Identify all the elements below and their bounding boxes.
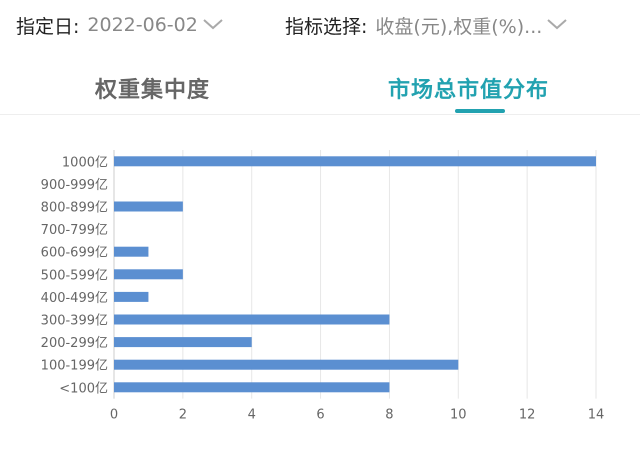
date-value: 2022-06-02 (87, 14, 198, 36)
filter-bar: 指定日: 2022-06-02 指标选择: 收盘(元),权重(%)... (0, 0, 640, 52)
bar (114, 246, 149, 257)
y-tick-label: 1000亿 (62, 155, 108, 170)
y-tick-label: 200-299亿 (41, 336, 108, 351)
x-tick-label: 0 (110, 408, 118, 423)
chevron-down-icon (546, 14, 568, 36)
indicator-value: 收盘(元),权重(%)... (375, 15, 543, 38)
y-tick-label: <100亿 (59, 381, 108, 396)
bar (114, 314, 390, 325)
y-tick-label: 500-599亿 (41, 268, 108, 283)
x-tick-label: 14 (588, 408, 605, 423)
bar (114, 359, 459, 370)
y-tick-label: 400-499亿 (41, 291, 108, 306)
y-tick-label: 800-899亿 (41, 201, 108, 216)
tab-weight-concentration[interactable]: 权重集中度 (95, 78, 211, 103)
bar (114, 201, 183, 212)
tab-bar: 权重集中度 市场总市值分布 (0, 62, 640, 115)
y-tick-label: 300-399亿 (41, 314, 108, 329)
x-tick-label: 10 (450, 408, 467, 423)
bar (114, 337, 252, 348)
date-label: 指定日: (16, 15, 80, 38)
x-tick-label: 6 (316, 408, 324, 423)
bar (114, 156, 596, 167)
indicator-label: 指标选择: (285, 15, 368, 38)
y-tick-label: 900-999亿 (41, 178, 108, 193)
chevron-down-icon (202, 14, 224, 36)
bar (114, 382, 390, 393)
tab-market-cap-distribution[interactable]: 市场总市值分布 (388, 78, 550, 103)
x-tick-label: 2 (179, 408, 187, 423)
x-tick-label: 12 (519, 408, 536, 423)
date-selector[interactable]: 指定日: 2022-06-02 (16, 10, 224, 40)
y-tick-label: 600-699亿 (41, 246, 108, 261)
x-tick-label: 8 (385, 408, 393, 423)
y-tick-label: 700-799亿 (41, 223, 108, 238)
indicator-selector[interactable]: 指标选择: 收盘(元),权重(%)... (285, 10, 568, 40)
bar (114, 291, 149, 302)
bar (114, 269, 183, 280)
active-tab-indicator (455, 109, 505, 113)
y-tick-label: 100-199亿 (41, 359, 108, 374)
x-tick-label: 4 (248, 408, 256, 423)
market-cap-bar-chart: 1000亿 900-999亿 800-899亿 700-799亿 600-699亿 500… (41, 150, 605, 423)
